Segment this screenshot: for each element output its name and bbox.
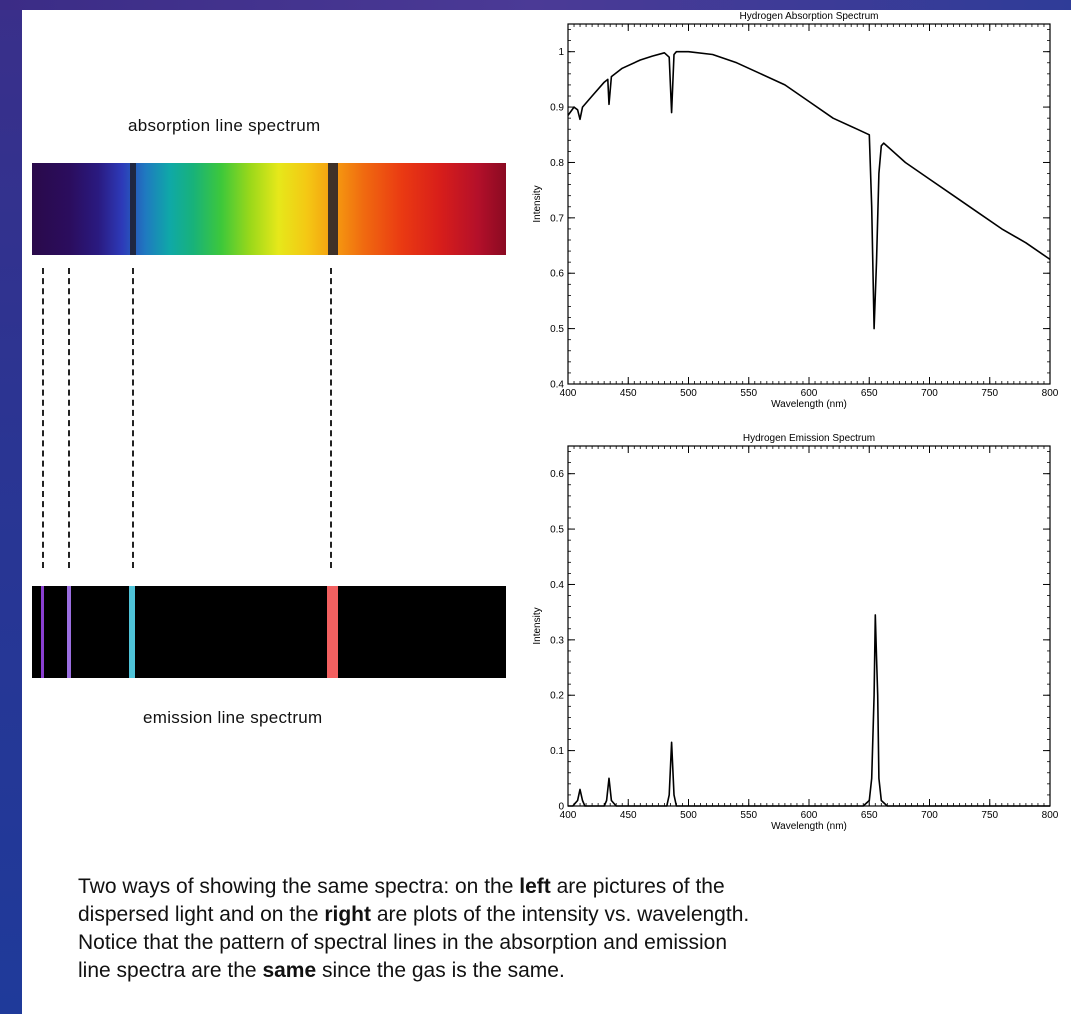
- caption-bold-same: same: [262, 959, 317, 982]
- x-tick-label: 550: [740, 388, 757, 399]
- x-tick-label: 800: [1042, 388, 1058, 399]
- caption-text: dispersed light and on the: [78, 903, 325, 926]
- absorption-chart: Hydrogen Absorption Spectrum 400 450 500 550…: [532, 11, 1058, 410]
- series-line: [568, 614, 1050, 807]
- x-tick-label: 550: [740, 810, 757, 821]
- y-tick-label: 0.8: [550, 158, 564, 169]
- x-tick-label: 700: [921, 810, 938, 821]
- x-tick-label: 650: [861, 388, 878, 399]
- caption: Two ways of showing the same spectra: on…: [78, 873, 978, 985]
- emission-chart: Hydrogen Emission Spectrum 400 450 500 550 60…: [532, 433, 1058, 832]
- caption-text: line spectra are the: [78, 959, 263, 982]
- chart-title: Hydrogen Emission Spectrum: [743, 433, 875, 444]
- y-tick-label: 0.1: [550, 746, 564, 757]
- y-tick-label: 1: [558, 47, 564, 58]
- caption-text: Two ways of showing the same spectra: on…: [78, 875, 520, 898]
- y-tick-label: 0.4: [550, 380, 564, 391]
- caption-text: are pictures of the: [550, 875, 725, 898]
- x-axis-label: Wavelength (nm): [771, 399, 847, 410]
- caption-line-3: Notice that the pattern of spectral line…: [78, 931, 728, 954]
- x-tick-label: 750: [981, 388, 998, 399]
- y-tick-label: 0.4: [550, 580, 564, 591]
- x-tick-label: 400: [560, 388, 577, 399]
- series-line: [567, 50, 1051, 330]
- caption-bold-left: left: [519, 875, 551, 898]
- absorption-label: absorption line spectrum: [128, 116, 321, 135]
- caption-text: since the gas is the same.: [316, 959, 565, 982]
- plot-frame: [567, 23, 1051, 385]
- x-tick-label: 650: [861, 810, 878, 821]
- emission-line-cyan: [129, 586, 135, 678]
- slide-left-border: [0, 0, 22, 1014]
- absorption-line-red: [328, 163, 338, 255]
- x-tick-label: 500: [680, 810, 697, 821]
- x-tick-label: 450: [620, 388, 637, 399]
- emission-line-violet-1: [41, 586, 44, 678]
- x-tick-label: 600: [801, 810, 818, 821]
- guide-line-violet-2: [68, 268, 70, 568]
- x-axis-label: Wavelength (nm): [771, 821, 847, 832]
- x-tick-label: 600: [801, 388, 818, 399]
- x-tick-label: 800: [1042, 810, 1058, 821]
- y-tick-label: 0.3: [550, 635, 564, 646]
- emission-line-violet-2: [67, 586, 71, 678]
- x-tick-label: 700: [921, 388, 938, 399]
- y-tick-label: 0: [558, 802, 564, 813]
- y-tick-label: 0.5: [550, 324, 564, 335]
- x-tick-label: 750: [981, 810, 998, 821]
- emission-spectrum-strip: [32, 586, 506, 678]
- emission-line-red: [327, 586, 338, 678]
- caption-bold-right: right: [324, 903, 371, 926]
- caption-line-2: dispersed light and on the right are plo…: [78, 901, 978, 929]
- plot-frame: [567, 445, 1051, 807]
- y-tick-label: 0.5: [550, 525, 564, 536]
- y-axis-label: Intensity: [532, 607, 543, 644]
- guide-line-red: [330, 268, 332, 568]
- caption-line-1: Two ways of showing the same spectra: on…: [78, 873, 978, 901]
- x-tick-label: 500: [680, 388, 697, 399]
- y-tick-label: 0.6: [550, 269, 564, 280]
- guide-line-cyan: [132, 268, 134, 568]
- y-tick-label: 0.6: [550, 469, 564, 480]
- x-tick-label: 400: [560, 810, 577, 821]
- caption-line-4: line spectra are the same since the gas …: [78, 957, 978, 985]
- y-tick-label: 0.9: [550, 103, 564, 114]
- y-axis-label: Intensity: [532, 185, 543, 222]
- absorption-line-cyan: [130, 163, 136, 255]
- slide-top-border: [0, 0, 1071, 10]
- y-tick-label: 0.7: [550, 213, 564, 224]
- emission-label: emission line spectrum: [143, 708, 323, 727]
- x-tick-label: 450: [620, 810, 637, 821]
- guide-line-violet-1: [42, 268, 44, 568]
- caption-text: are plots of the intensity vs. wavelengt…: [371, 903, 750, 926]
- absorption-spectrum-strip: [32, 163, 506, 255]
- chart-title: Hydrogen Absorption Spectrum: [740, 11, 879, 22]
- y-tick-label: 0.2: [550, 691, 564, 702]
